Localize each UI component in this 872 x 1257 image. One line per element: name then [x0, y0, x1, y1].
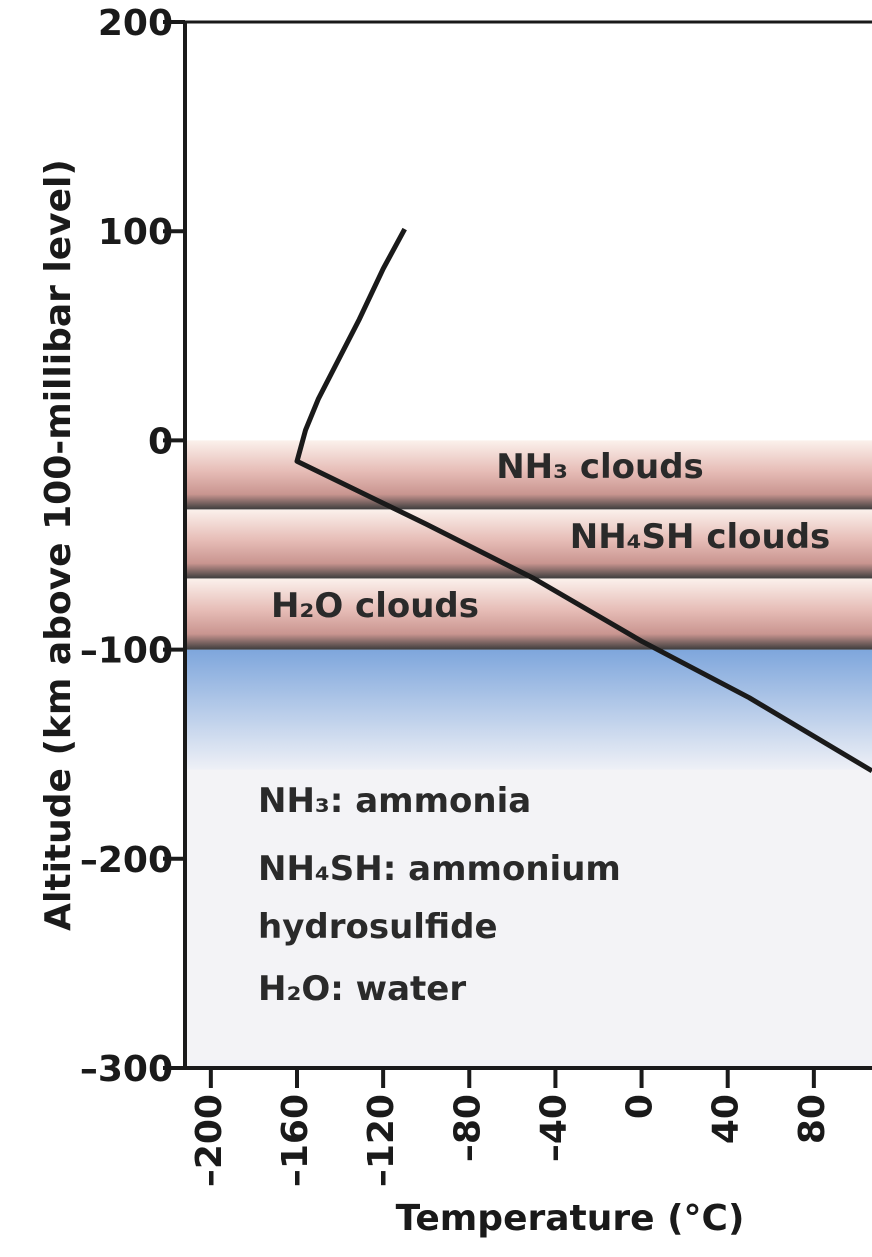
x-tick-label: 40 [706, 1094, 747, 1144]
blue-zone [185, 649, 872, 770]
x-tick-label: 80 [792, 1094, 833, 1144]
y-tick-label: –100 [80, 631, 173, 672]
y-axis-label: Altitude (km above 100-millibar level) [38, 159, 79, 931]
y-tick-label: 100 [98, 212, 173, 253]
upper-zone [185, 22, 872, 441]
y-tick-label: 0 [148, 421, 173, 462]
note: H₂O: water [258, 969, 466, 1009]
x-tick-label: –160 [275, 1094, 316, 1187]
y-tick-label: –300 [80, 1049, 173, 1090]
x-tick-label: –200 [189, 1094, 230, 1187]
x-axis-label: Temperature (°C) [396, 1198, 745, 1239]
y-tick-label: –200 [80, 840, 173, 881]
note: hydrosulfide [258, 907, 498, 947]
y-tick-label: 200 [98, 3, 173, 44]
x-tick-label: –40 [533, 1094, 574, 1162]
cloud-band [185, 509, 872, 579]
x-tick-label: –120 [361, 1094, 402, 1187]
note: NH₄SH: ammonium [258, 849, 621, 889]
x-tick-label: 0 [620, 1094, 661, 1119]
cloud-band [185, 578, 872, 650]
cloud-label: NH₄SH clouds [570, 517, 831, 557]
x-tick-label: –80 [447, 1094, 488, 1162]
cloud-label: NH₃ clouds [496, 447, 704, 487]
cloud-label: H₂O clouds [271, 586, 479, 626]
note: NH₃: ammonia [258, 781, 531, 821]
temperature-line [294, 227, 872, 774]
